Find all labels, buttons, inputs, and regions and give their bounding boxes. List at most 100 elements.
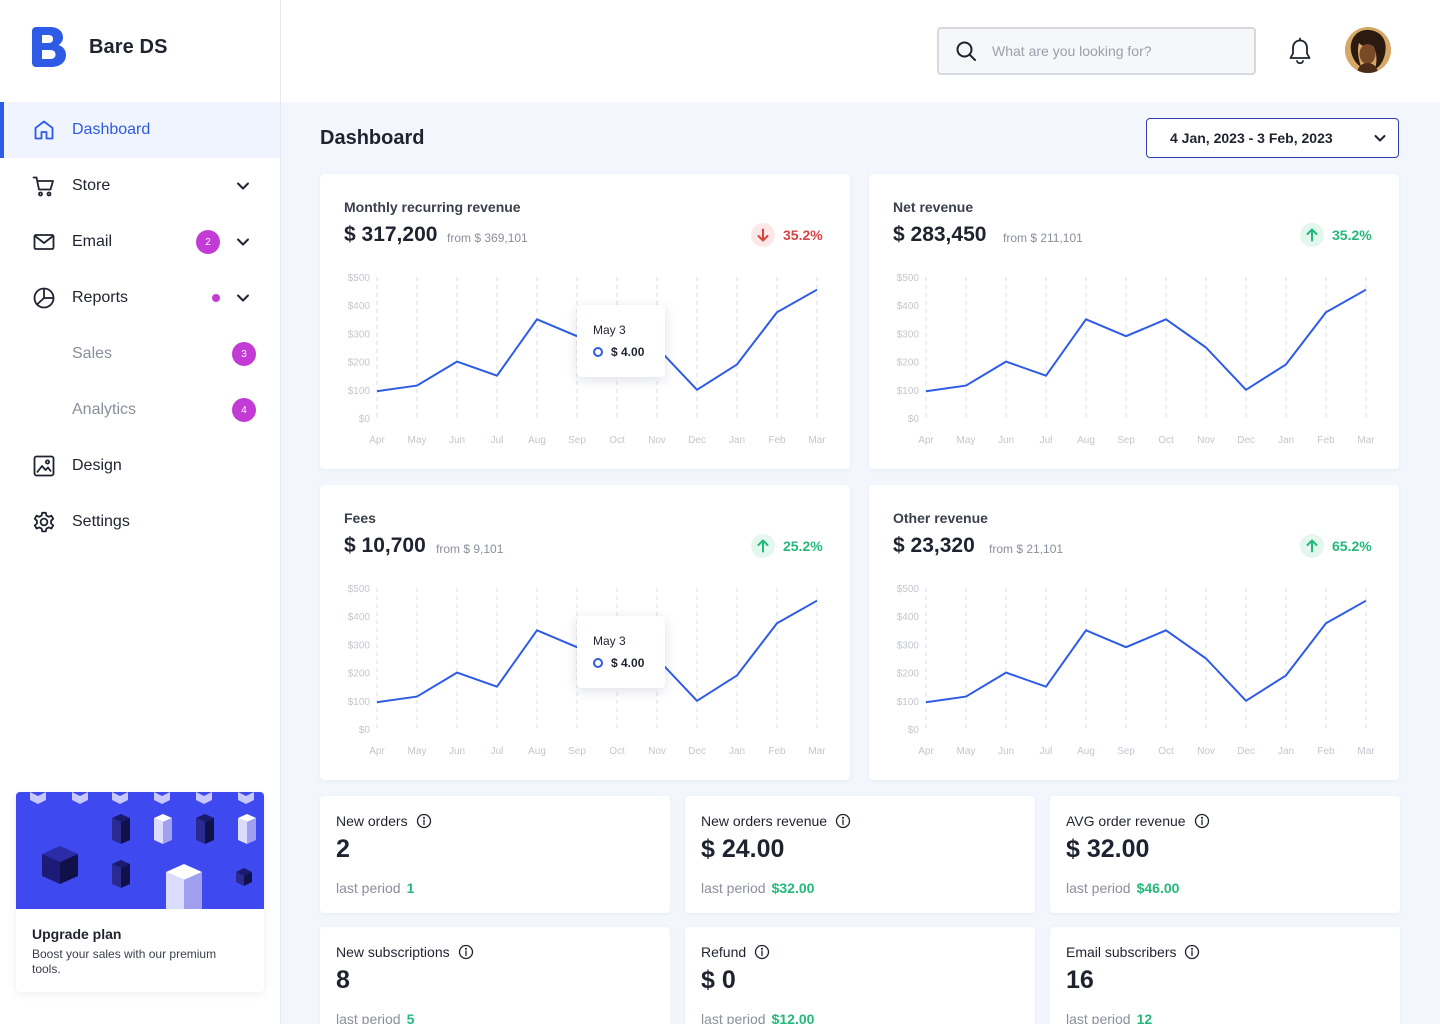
info-icon[interactable] [754,944,770,960]
brand[interactable]: Bare DS [32,27,168,67]
stat-last-period: last period 12 [1066,1011,1152,1024]
arrow-up-icon [1300,223,1324,247]
x-tick-label: Nov [1197,746,1215,757]
chevron-down-icon[interactable] [234,233,252,251]
last-period-value: $46.00 [1136,880,1180,896]
x-tick-label: Aug [528,435,546,446]
y-tick-label: $200 [348,358,371,369]
x-tick-label: May [957,435,976,446]
x-tick-label: May [957,746,976,757]
tooltip-value: $ 4.00 [611,345,645,359]
sidebar-item-reports[interactable]: Reports [0,270,280,326]
avatar[interactable] [1345,27,1391,73]
x-tick-label: Feb [768,435,786,446]
x-tick-label: Oct [1158,435,1174,446]
search-input[interactable] [992,43,1232,59]
upgrade-description: Boost your sales with our premium tools. [32,947,217,976]
bell-icon[interactable] [1287,37,1313,65]
x-tick-label: Jun [449,435,465,446]
sidebar-item-sales[interactable]: Sales 3 [0,326,280,382]
series-line [925,288,1367,393]
y-tick-label: $200 [348,669,371,680]
sidebar-item-design[interactable]: Design [0,438,280,494]
x-tick-label: Jan [1278,746,1294,757]
upgrade-plan-card[interactable]: Upgrade plan Boost your sales with our p… [16,792,264,992]
x-tick-label: Apr [918,435,934,446]
info-icon[interactable] [416,813,432,829]
stat-card-new-orders: New orders 2 last period 1 [320,796,670,913]
sidebar-item-settings[interactable]: Settings [0,494,280,550]
trend-percentage: 35.2% [1332,227,1372,243]
chart-card-mrr: $500 $400 $300 $200 $100 $0 Apr May Jun Jul Aug Sep… [320,174,850,469]
arrow-up-icon [751,534,775,558]
notification-dot [212,294,220,302]
y-tick-label: $300 [897,329,920,340]
chart-card-fees: $500 $400 $300 $200 $100 $0 Apr May Jun Jul Aug Sep… [320,485,850,780]
x-tick-label: Sep [1117,746,1135,757]
y-tick-label: $200 [897,358,920,369]
info-icon[interactable] [1194,813,1210,829]
chart-card-title: Monthly recurring revenue [344,199,521,215]
search-box[interactable] [937,27,1256,75]
last-period-label: last period [701,880,766,896]
sidebar-item-label: Store [72,177,111,194]
sidebar-item-label: Analytics [72,401,137,418]
info-icon[interactable] [835,813,851,829]
page-title: Dashboard [320,127,425,149]
x-tick-label: Jun [449,746,465,757]
chart-tooltip: May 3 $ 4.00 [577,305,665,377]
chevron-down-icon[interactable] [234,177,252,195]
series-line [925,599,1367,704]
x-tick-label: Dec [688,435,706,446]
arrow-up-icon [1300,534,1324,558]
x-tick-label: Dec [1237,746,1255,757]
stat-last-period: last period $12.00 [701,1011,814,1024]
isometric-cubes-illustration [16,792,264,909]
y-tick-label: $500 [348,273,371,284]
sidebar-item-analytics[interactable]: Analytics 4 [0,382,280,438]
y-tick-label: $300 [348,329,371,340]
stat-value: 16 [1066,966,1094,994]
last-period-value: 1 [406,880,415,896]
upgrade-title: Upgrade plan [32,926,122,942]
chart-tooltip: May 3 $ 4.00 [577,616,665,688]
last-period-value: 12 [1136,1011,1153,1024]
chart-card-value: $ 317,200 [344,223,438,246]
gear-icon [33,511,55,533]
y-tick-label: $100 [897,386,920,397]
y-tick-label: $500 [897,584,920,595]
stat-card-new-subscriptions: New subscriptions 8 last period 5 [320,927,670,1024]
sidebar-item-label: Dashboard [72,121,151,138]
last-period-value: $32.00 [771,880,815,896]
sidebar-item-label: Reports [72,289,129,306]
chart-card-other-revenue: $500 $400 $300 $200 $100 $0 Apr May Jun Jul Aug Sep… [869,485,1399,780]
stat-value: 8 [336,966,350,994]
chart-card-value: $ 283,450 [893,223,987,246]
x-tick-label: Sep [1117,435,1135,446]
info-icon[interactable] [458,944,474,960]
sidebar-item-store[interactable]: Store [0,158,280,214]
x-tick-label: Nov [648,435,666,446]
stat-title-text: Email subscribers [1066,944,1177,960]
x-tick-label: Jan [729,435,745,446]
stat-last-period: last period $32.00 [701,880,814,896]
x-tick-label: Aug [1077,746,1095,757]
info-icon[interactable] [1184,944,1200,960]
x-tick-label: Mar [1357,746,1375,757]
x-tick-label: Jul [491,435,504,446]
stat-value: $ 0 [701,966,736,994]
sidebar: Bare DS Dashboard Store Email 2 Reports … [0,0,281,1024]
sidebar-item-email[interactable]: Email 2 [0,214,280,270]
chevron-down-icon[interactable] [234,289,252,307]
trend-percentage: 25.2% [783,538,823,554]
x-tick-label: Sep [568,435,586,446]
x-tick-label: Mar [808,435,826,446]
date-range-picker[interactable]: 4 Jan, 2023 - 3 Feb, 2023 [1146,118,1399,158]
stat-card-email-subscribers: Email subscribers 16 last period 12 [1050,927,1400,1024]
line-chart: $500 $400 $300 $200 $100 $0 Apr May Jun Jul Aug Sep… [897,584,1376,757]
chart-card-comparison: from $ 211,101 [1003,231,1083,245]
sidebar-item-dashboard[interactable]: Dashboard [0,102,280,158]
y-tick-label: $100 [348,697,371,708]
sidebar-item-label: Sales [72,345,113,362]
y-tick-label: $300 [897,640,920,651]
